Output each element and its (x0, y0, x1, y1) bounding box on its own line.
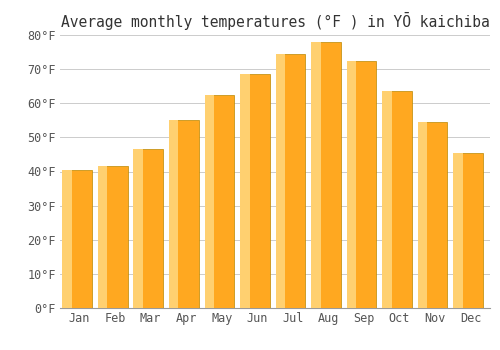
Bar (245, 74, 270, 308)
Bar (458, 153, 483, 308)
Bar (387, 91, 412, 308)
Bar (174, 120, 199, 308)
Bar (352, 61, 376, 308)
Bar (311, 42, 320, 308)
Bar (240, 74, 250, 308)
Bar (134, 149, 143, 308)
Bar (138, 149, 163, 308)
Bar (210, 95, 234, 308)
Bar (98, 166, 108, 308)
Bar (382, 91, 392, 308)
Bar (67, 170, 92, 308)
Bar (102, 166, 128, 308)
Bar (169, 120, 178, 308)
Title: Average monthly temperatures (°F ) in YŌ kaichiba: Average monthly temperatures (°F ) in YŌ… (60, 12, 490, 30)
Bar (418, 122, 427, 308)
Bar (276, 54, 285, 308)
Bar (454, 153, 462, 308)
Bar (422, 122, 448, 308)
Bar (62, 170, 72, 308)
Bar (316, 42, 340, 308)
Bar (280, 54, 305, 308)
Bar (204, 95, 214, 308)
Bar (346, 61, 356, 308)
